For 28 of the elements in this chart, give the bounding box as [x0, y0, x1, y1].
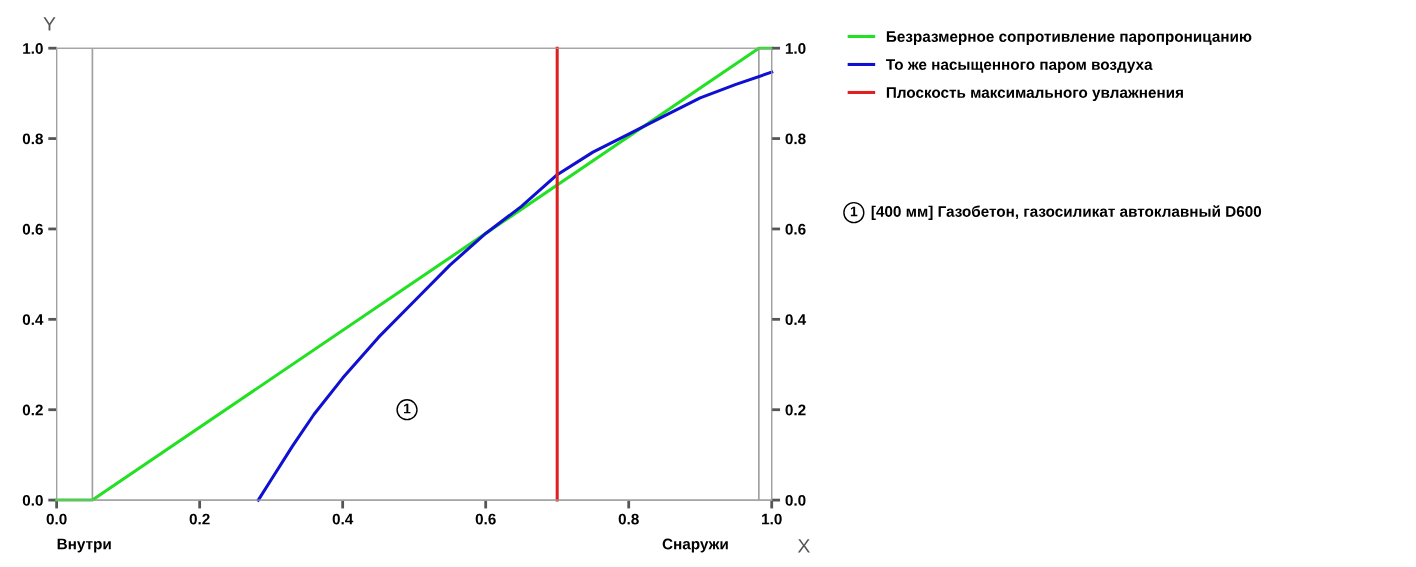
- y-tick-label: 1.0: [23, 43, 43, 54]
- text: Внутри: [57, 538, 111, 553]
- x-tick-label: 1.0: [762, 513, 782, 525]
- x-axis-title: X: [797, 539, 810, 553]
- text: Снаружи: [662, 538, 728, 553]
- x-tick-label: 0.4: [332, 513, 354, 525]
- line-series: [256, 70, 774, 502]
- legend-label: То же насыщенного паром воздуха: [886, 59, 1153, 73]
- x-tick-label: 0.6: [475, 513, 496, 525]
- y-tick-label: 0.8: [22, 133, 43, 145]
- text: 1 [400 мм] Газобетон, газосиликат автоклавный D600: [850, 205, 1262, 220]
- x-tick-label: 0.8: [618, 513, 639, 525]
- y2-tick-label: 0.6: [785, 223, 806, 235]
- x-tick-label: 0.2: [189, 513, 210, 525]
- y2-tick-label: 0.4: [785, 314, 807, 326]
- legend-label: Плоскость максимального увлажнения: [886, 87, 1183, 101]
- y-tick-label: 0.0: [22, 494, 43, 506]
- y2-tick-label: 0.2: [785, 404, 806, 416]
- y2-tick-label: 1.0: [785, 43, 806, 54]
- y-axis-title: Y: [43, 17, 56, 31]
- y2-tick-label: 0.8: [785, 133, 806, 145]
- y-tick-label: 0.6: [22, 223, 43, 235]
- annotation: 1: [404, 403, 411, 414]
- y-tick-label: 0.4: [22, 314, 44, 326]
- x-tick-label: 0.0: [46, 513, 67, 525]
- legend-label: Безразмерное сопротивление паропроницанию: [886, 31, 1252, 45]
- y2-tick-label: 0.0: [785, 494, 806, 506]
- y-tick-label: 0.2: [22, 404, 43, 416]
